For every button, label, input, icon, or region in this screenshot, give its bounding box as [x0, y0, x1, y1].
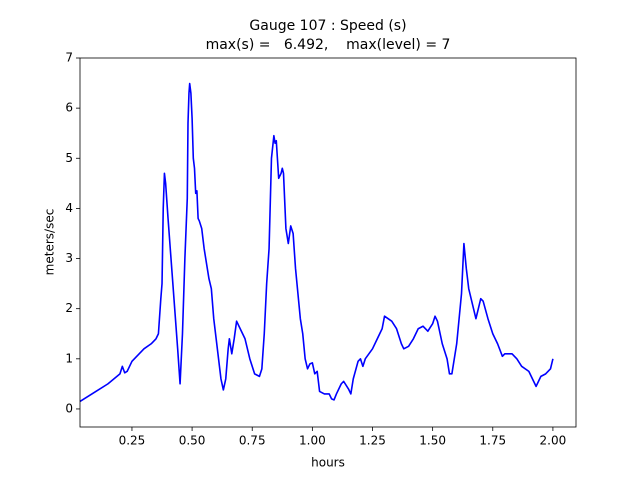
y-tick-label: 1 [65, 351, 73, 365]
x-tick-label: 0.75 [239, 434, 266, 448]
chart-title: Gauge 107 : Speed (s) [249, 18, 406, 34]
plot-frame [79, 57, 577, 428]
x-tick-label: 2.00 [540, 434, 567, 448]
x-tick-label: 0.50 [179, 434, 206, 448]
x-tick-label: 1.00 [299, 434, 326, 448]
y-axis-label: meters/sec [43, 209, 57, 276]
x-tick-label: 1.50 [419, 434, 446, 448]
y-tick-label: 0 [65, 401, 73, 415]
x-tick-label: 1.25 [359, 434, 386, 448]
y-tick-label: 4 [65, 201, 73, 215]
y-tick-label: 6 [65, 101, 73, 115]
x-tick-label: 0.25 [119, 434, 146, 448]
y-tick-label: 5 [65, 151, 73, 165]
y-tick-label: 3 [65, 251, 73, 265]
x-axis-label: hours [311, 456, 345, 470]
chart-subtitle: max(s) = 6.492, max(level) = 7 [206, 37, 451, 53]
x-tick-label: 1.75 [479, 434, 506, 448]
line [79, 82, 554, 403]
y-tick-label: 7 [65, 51, 73, 65]
y-tick-label: 2 [65, 301, 73, 315]
